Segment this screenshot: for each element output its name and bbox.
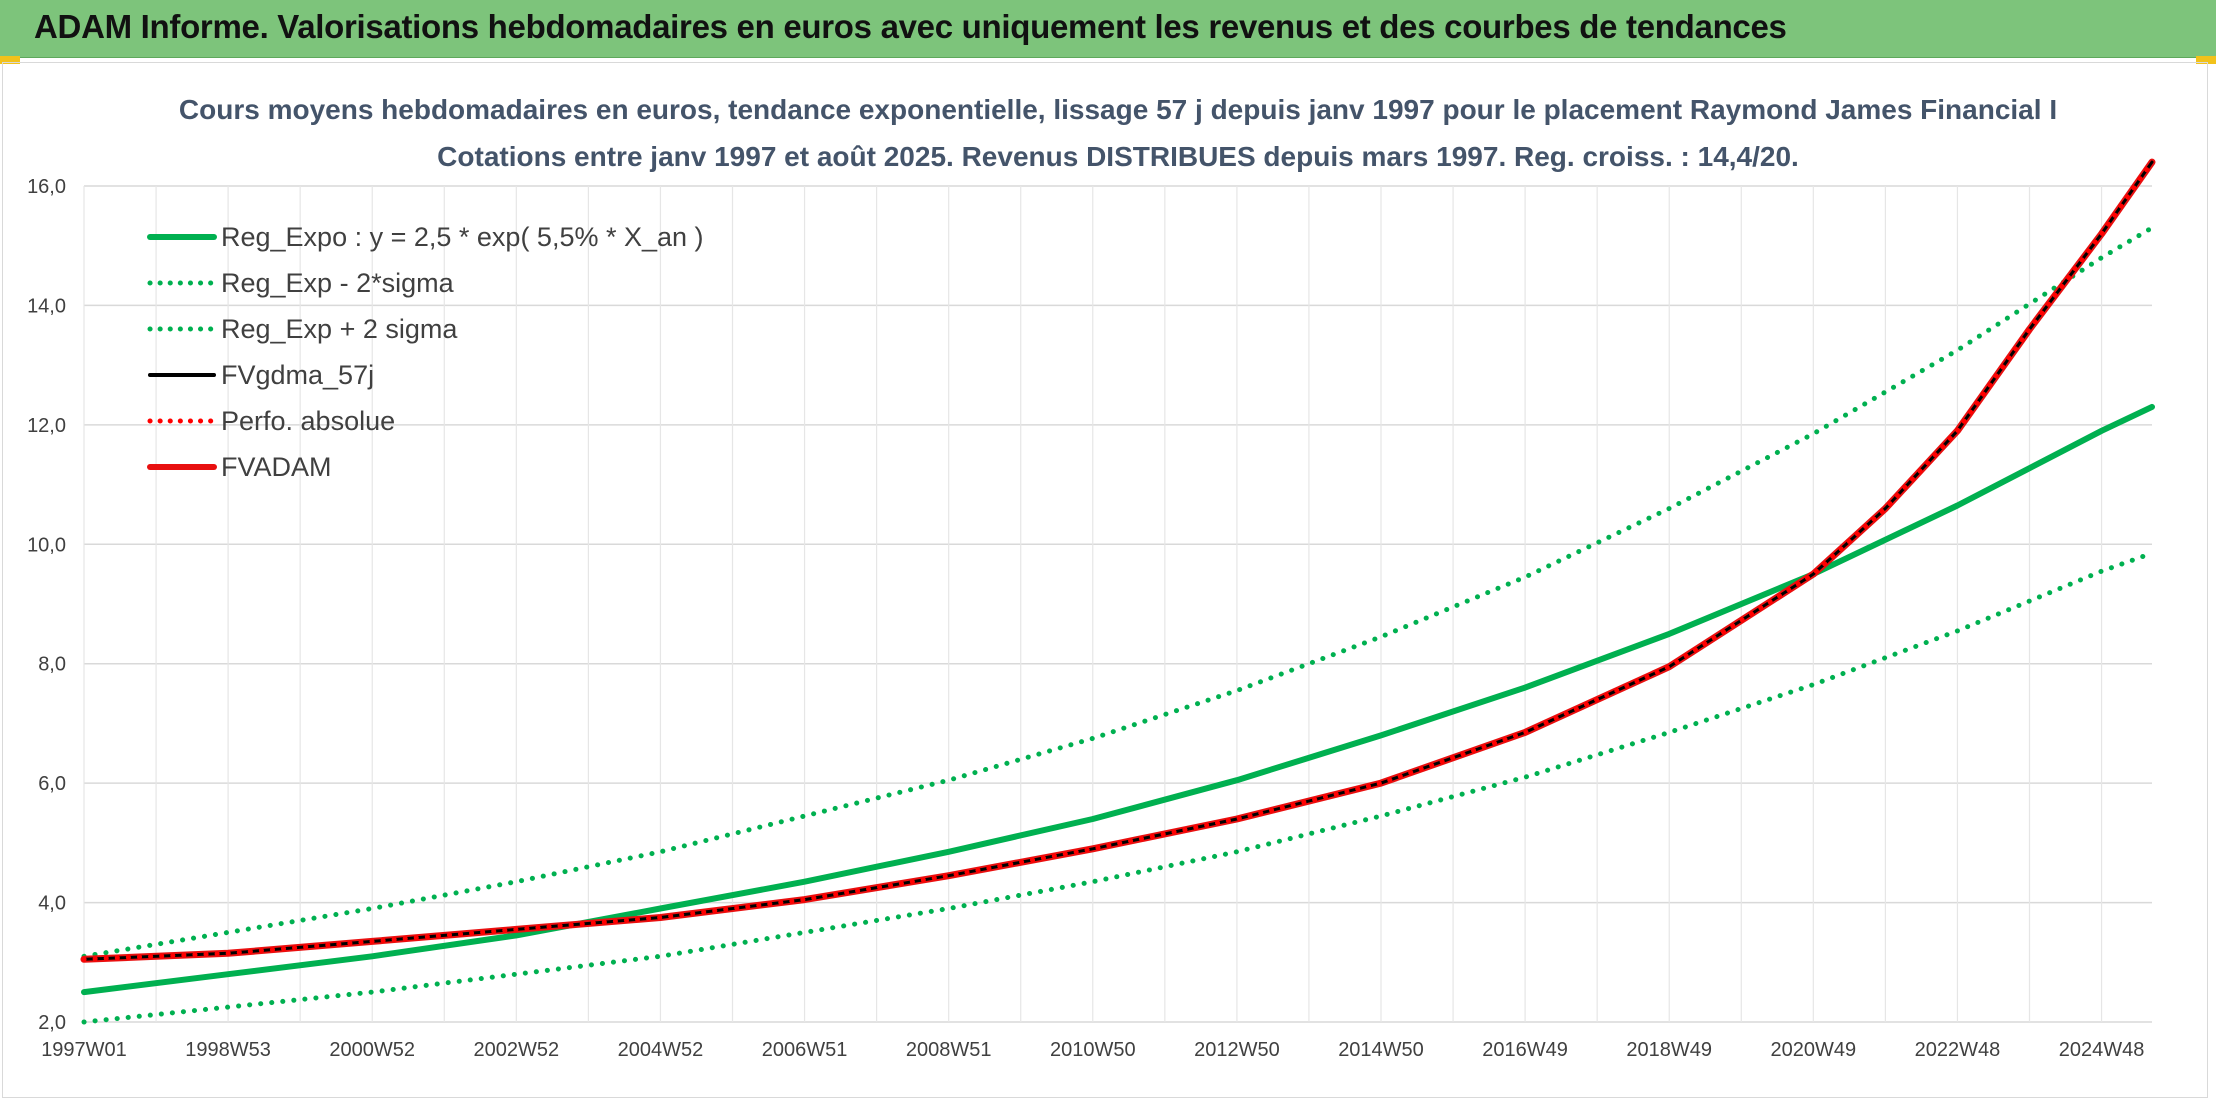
x-tick-label: 2008W51: [906, 1039, 992, 1061]
corner-marker-left: [0, 56, 20, 64]
x-tick-label: 2018W49: [1626, 1039, 1712, 1061]
y-tick-label: 6,0: [38, 773, 66, 795]
y-tick-label: 10,0: [27, 534, 66, 556]
x-tick-label: 2010W50: [1050, 1039, 1136, 1061]
x-tick-label: 2022W48: [1915, 1039, 2001, 1061]
series-line-1: [81, 550, 2155, 1025]
legend-label: Reg_Exp + 2 sigma: [221, 314, 458, 344]
y-tick-label: 14,0: [27, 295, 66, 317]
x-tick-label: 2020W49: [1771, 1039, 1857, 1061]
x-tick-label: 2004W52: [618, 1039, 704, 1061]
y-tick-label: 8,0: [38, 654, 66, 676]
series-line-2: [81, 225, 2155, 959]
x-tick-label: 1998W53: [185, 1039, 271, 1061]
y-tick-label: 16,0: [27, 176, 66, 198]
corner-marker-right: [2196, 56, 2216, 64]
series-lines: [80, 158, 2156, 1025]
chart-frame: [2, 62, 2208, 1098]
x-tick-label: 2016W49: [1482, 1039, 1568, 1061]
x-tick-label: 2000W52: [329, 1039, 415, 1061]
x-tick-label: 2006W51: [762, 1039, 848, 1061]
x-tick-label: 1997W01: [41, 1039, 127, 1061]
legend-label: FVgdma_57j: [221, 360, 374, 390]
legend-label: Reg_Expo : y = 2,5 * exp( 5,5% * X_an ): [221, 222, 704, 252]
chart-title-line1: Cours moyens hebdomadaires en euros, ten…: [179, 94, 2057, 125]
series-line-4: [81, 159, 2155, 962]
x-tick-label: 2002W52: [474, 1039, 560, 1061]
legend-label: FVADAM: [221, 452, 332, 482]
y-tick-label: 4,0: [38, 893, 66, 915]
x-tick-label: 2014W50: [1338, 1039, 1424, 1061]
legend-label: Reg_Exp - 2*sigma: [221, 268, 455, 298]
report-title: ADAM Informe. Valorisations hebdomadaire…: [34, 8, 1787, 45]
legend: Reg_Expo : y = 2,5 * exp( 5,5% * X_an ) R…: [147, 222, 704, 482]
x-tick-label: 2012W50: [1194, 1039, 1280, 1061]
legend-label: Perfo. absolue: [221, 406, 395, 436]
x-tick-label: 2024W48: [2059, 1039, 2145, 1061]
chart-title-line2: Cotations entre janv 1997 et août 2025. …: [437, 141, 1799, 172]
y-tick-label: 2,0: [38, 1012, 66, 1034]
gridlines: [83, 185, 2152, 1023]
axis-labels: 2,0 4,0 6,0 8,0 10,0 12,0 14,0 16,0 1997W01 1998W…: [27, 176, 2144, 1061]
report-banner: ADAM Informe. Valorisations hebdomadaire…: [0, 0, 2216, 58]
y-tick-label: 12,0: [27, 415, 66, 437]
series-line-0: [81, 403, 2155, 996]
